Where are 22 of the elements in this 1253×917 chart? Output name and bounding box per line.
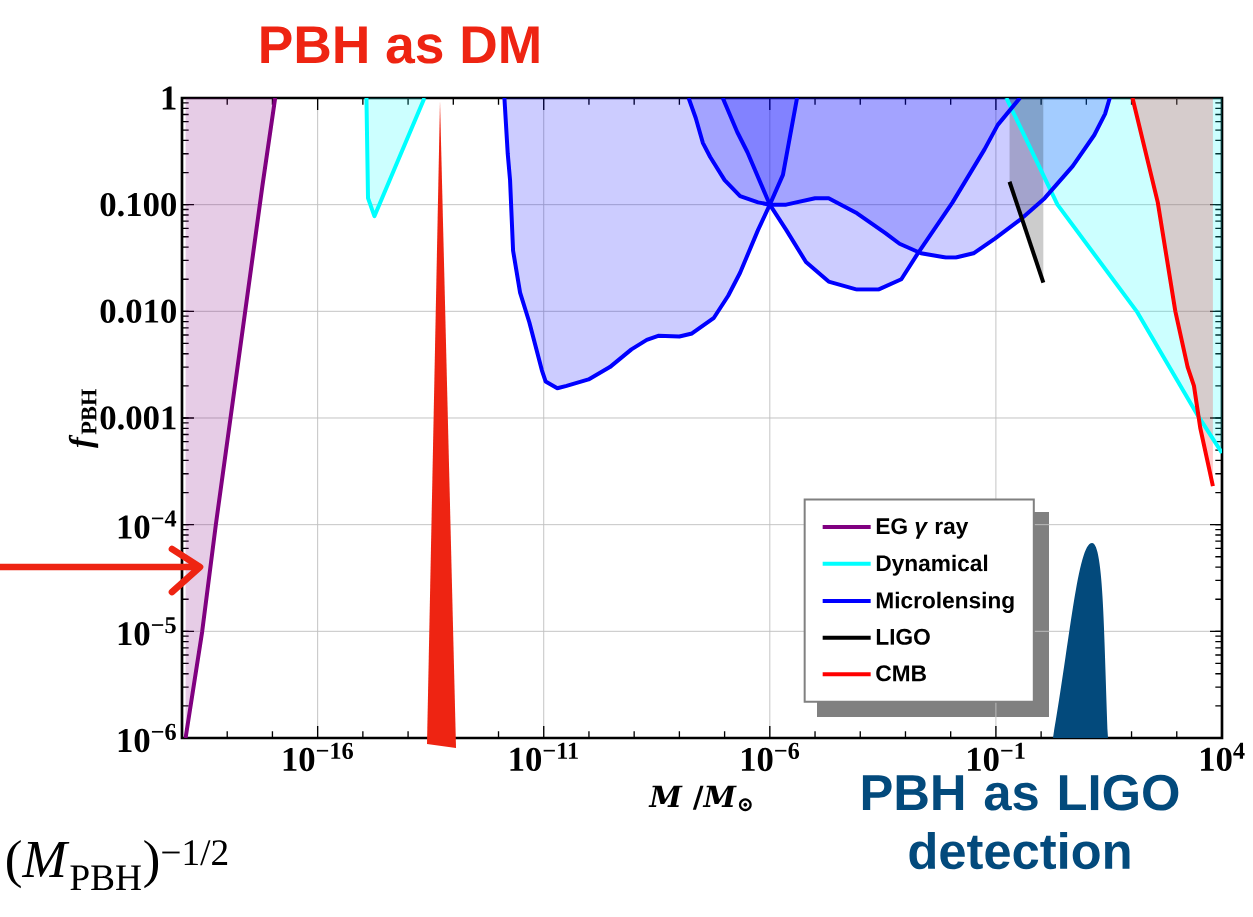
y-tick-label: 0.001 <box>100 406 176 430</box>
y-tick-label: 0.010 <box>100 299 176 324</box>
y-tick-label: 10$^{−4}$ <box>118 510 177 539</box>
legend-label: Microlensing <box>876 591 1014 613</box>
x-tick-label: 10$^{4}$ <box>1201 742 1245 772</box>
chart-title: PBH as DM <box>261 26 539 64</box>
legend-label: CMB <box>876 665 926 682</box>
text: PBH as LIGO detection <box>862 774 1179 870</box>
y-tick-label: 10$^{−6}$ <box>118 723 176 753</box>
y-tick-label: 10$^{−5}$ <box>118 617 176 646</box>
x-tick-label: 10$^{−16}$ <box>283 742 353 772</box>
legend-label: Dynamical <box>876 554 988 576</box>
x-tick-label: 10$^{−6}$ <box>741 742 800 772</box>
text: (M$_{PBH}$)$^{−1/2}$ <box>7 839 228 891</box>
legend-label: LIGO <box>876 628 930 645</box>
x-tick-label: 10$^{−1}$ <box>968 742 1025 772</box>
legend-label: EG γ ray <box>876 518 969 539</box>
y-axis-title: f$_{PBH}$ <box>68 389 99 449</box>
x-axis-title: M /M$_{⊙}$ <box>648 785 752 812</box>
y-tick-label: 0.100 <box>100 192 176 217</box>
y-tick-label: 1 <box>162 86 176 110</box>
x-tick-label: 10$^{−11}$ <box>510 742 578 772</box>
